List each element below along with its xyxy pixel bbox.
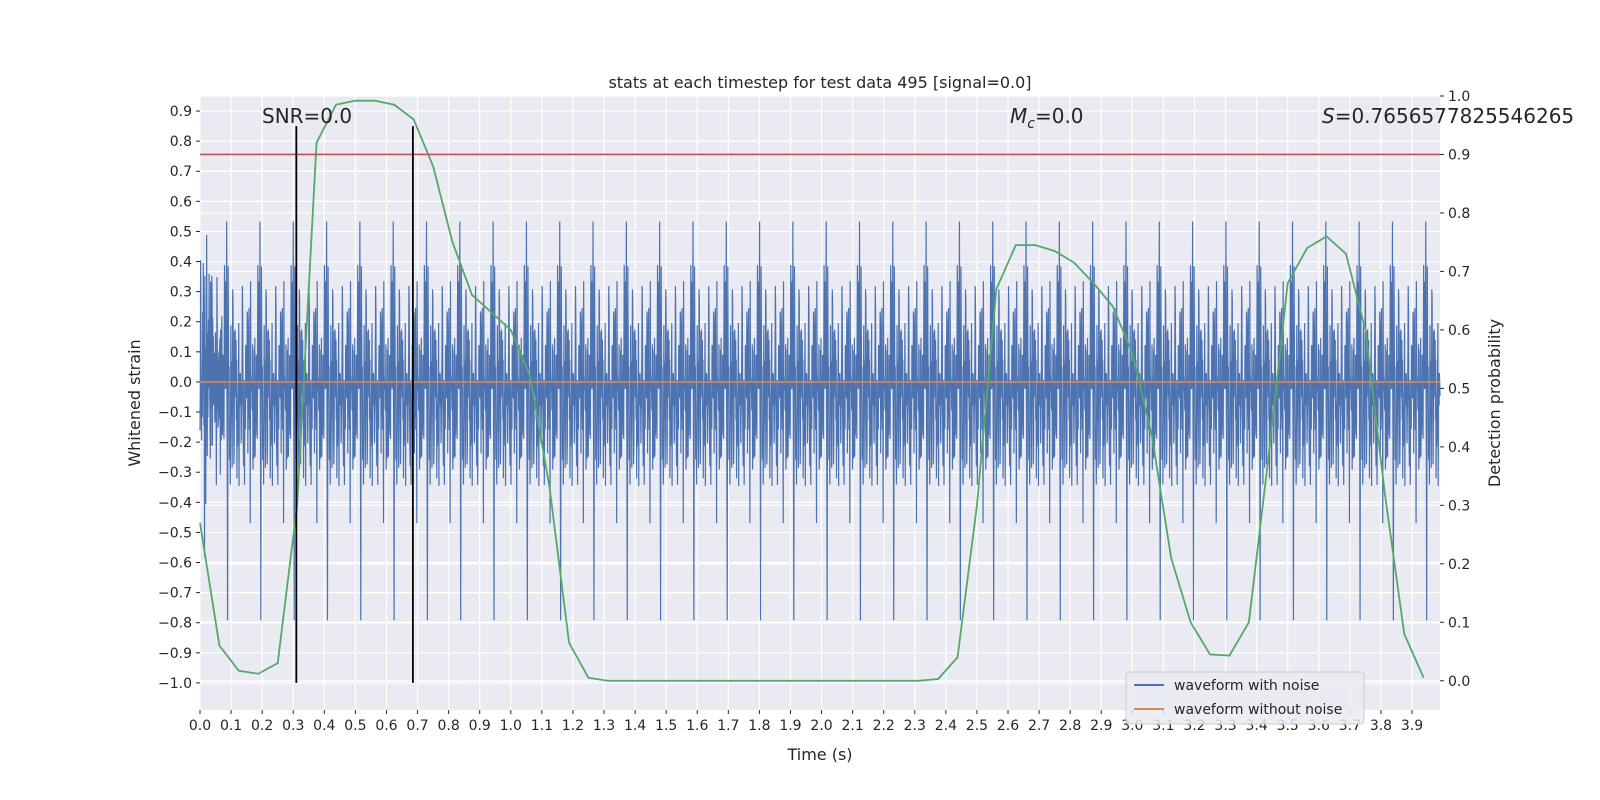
y-tick-label-7: 0.2 xyxy=(170,315,192,331)
series-waveform-with-noise xyxy=(199,221,1441,621)
legend-label-noise: waveform with noise xyxy=(1174,678,1319,694)
chirp-mass-value: =0.0 xyxy=(1035,104,1084,128)
y-tick-label-1: 0.8 xyxy=(170,134,192,150)
y2-tick-label-10: 0.0 xyxy=(1448,674,1470,690)
y2-tick-label-6: 0.4 xyxy=(1448,440,1470,456)
x-tick-label-6: 0.6 xyxy=(375,718,397,734)
score-value: =0.7656577825546265 xyxy=(1335,104,1574,128)
y2-tick-label-0: 1.0 xyxy=(1448,89,1470,105)
y2-tick-label-9: 0.1 xyxy=(1448,615,1470,631)
x-tick-label-21: 2.1 xyxy=(841,718,863,734)
y-tick-label-12: −0.3 xyxy=(158,465,192,481)
x-tick-label-27: 2.7 xyxy=(1028,718,1050,734)
x-axis-label: Time (s) xyxy=(786,745,852,764)
y-tick-label-8: 0.1 xyxy=(170,345,192,361)
y-tick-label-13: −0.4 xyxy=(158,495,192,511)
y2-tick-label-1: 0.9 xyxy=(1448,147,1470,163)
y2-axis-label: Detection probability xyxy=(1485,319,1504,487)
y-tick-label-11: −0.2 xyxy=(158,435,192,451)
y-tick-label-0: 0.9 xyxy=(170,104,192,120)
detection-probability-line xyxy=(199,99,1425,682)
overlay-lines xyxy=(200,126,1440,683)
y-axis-label: Whitened strain xyxy=(125,339,144,466)
chirp-mass-annotation: Mc=0.0 xyxy=(1010,104,1084,132)
x-tick-label-0: 0.0 xyxy=(189,718,211,734)
x-tick-label-19: 1.9 xyxy=(779,718,801,734)
y2-tick-label-8: 0.2 xyxy=(1448,557,1470,573)
y-tick-label-2: 0.7 xyxy=(170,164,192,180)
chirp-mass-symbol: M xyxy=(1010,104,1027,128)
y2-tick-label-3: 0.7 xyxy=(1448,264,1470,280)
y-tick-label-9: 0.0 xyxy=(170,375,192,391)
score-annotation: S=0.7656577825546265 xyxy=(1322,104,1574,128)
series-detection-probability xyxy=(199,99,1425,682)
x-tick-label-39: 3.9 xyxy=(1401,718,1423,734)
x-tick-label-7: 0.7 xyxy=(406,718,428,734)
x-tick-label-28: 2.8 xyxy=(1059,718,1081,734)
y2-tick-label-4: 0.6 xyxy=(1448,323,1470,339)
x-tick-label-22: 2.2 xyxy=(873,718,895,734)
x-tick-label-15: 1.5 xyxy=(655,718,677,734)
x-tick-label-14: 1.4 xyxy=(624,718,646,734)
x-tick-label-4: 0.4 xyxy=(313,718,335,734)
y-tick-label-6: 0.3 xyxy=(170,285,192,301)
x-tick-label-5: 0.5 xyxy=(344,718,366,734)
y2-tick-label-7: 0.3 xyxy=(1448,498,1470,514)
y-tick-label-10: −0.1 xyxy=(158,405,192,421)
x-tick-label-2: 0.2 xyxy=(251,718,273,734)
noise-waveform-line xyxy=(199,221,1441,621)
y-tick-label-3: 0.6 xyxy=(170,194,192,210)
y2-tick-label-5: 0.5 xyxy=(1448,381,1470,397)
grid-lines xyxy=(199,95,1440,710)
x-tick-label-24: 2.4 xyxy=(935,718,957,734)
chirp-mass-subscript: c xyxy=(1027,116,1035,132)
x-tick-label-26: 2.6 xyxy=(997,718,1019,734)
y-tick-label-17: −0.8 xyxy=(158,616,192,632)
x-tick-label-13: 1.3 xyxy=(593,718,615,734)
y-tick-label-19: −1.0 xyxy=(158,676,192,692)
y-tick-label-4: 0.5 xyxy=(170,224,192,240)
x-tick-label-3: 0.3 xyxy=(282,718,304,734)
x-tick-label-16: 1.6 xyxy=(686,718,708,734)
x-tick-label-12: 1.2 xyxy=(562,718,584,734)
x-tick-label-8: 0.8 xyxy=(437,718,459,734)
x-tick-label-23: 2.3 xyxy=(904,718,926,734)
score-symbol: S xyxy=(1322,104,1335,128)
x-tick-label-20: 2.0 xyxy=(810,718,832,734)
x-tick-label-25: 2.5 xyxy=(966,718,988,734)
x-tick-label-9: 0.9 xyxy=(469,718,491,734)
x-tick-label-18: 1.8 xyxy=(748,718,770,734)
snr-annotation: SNR=0.0 xyxy=(262,104,352,128)
y-tick-label-15: −0.6 xyxy=(158,556,192,572)
y-axis-ticks: 0.9 0.8 0.7 0.6 0.5 0.4 0.3 0.2 0.1 0.0 −0.1 −0.2 −0… xyxy=(158,104,200,692)
x-tick-label-29: 2.9 xyxy=(1090,718,1112,734)
legend: waveform with noise waveform without noi… xyxy=(1125,671,1365,725)
x-tick-label-17: 1.7 xyxy=(717,718,739,734)
x-tick-label-1: 0.1 xyxy=(220,718,242,734)
y2-axis-ticks: 1.0 0.9 0.8 0.7 0.6 0.5 0.4 0.3 0.2 0.1 0.0 xyxy=(1440,89,1470,690)
y-tick-label-18: −0.9 xyxy=(158,646,192,662)
x-tick-label-10: 1.0 xyxy=(500,718,522,734)
y2-tick-label-2: 0.8 xyxy=(1448,206,1470,222)
y-tick-label-16: −0.7 xyxy=(158,586,192,602)
x-tick-label-38: 3.8 xyxy=(1370,718,1392,734)
y-tick-label-14: −0.5 xyxy=(158,525,192,541)
legend-label-clean: waveform without noise xyxy=(1174,702,1342,718)
legend-box xyxy=(1125,671,1365,725)
chart-title: stats at each timestep for test data 495… xyxy=(608,73,1031,92)
x-tick-label-11: 1.1 xyxy=(531,718,553,734)
y-tick-label-5: 0.4 xyxy=(170,255,192,271)
